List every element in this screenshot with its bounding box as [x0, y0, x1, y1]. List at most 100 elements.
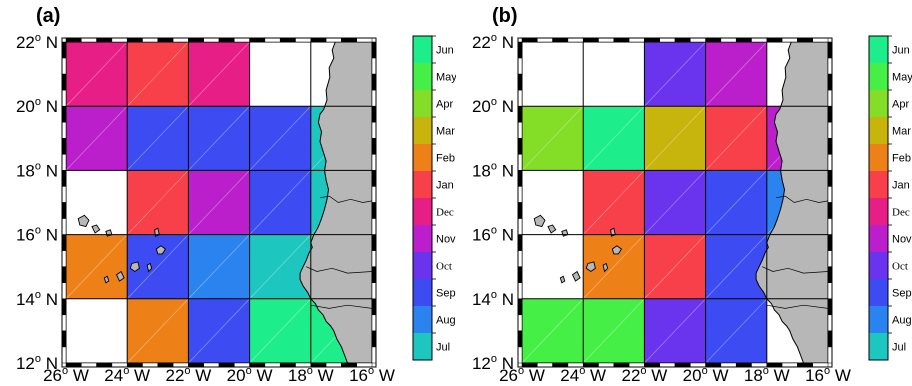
lat-tick-label: 12o N [472, 353, 514, 373]
frame-segment [812, 37, 829, 43]
colorbar-swatch-nov [413, 225, 432, 252]
colorbar-swatch-jun [413, 36, 432, 63]
frame-segment [371, 266, 377, 284]
frame-segment [517, 330, 523, 348]
country-border-0 [319, 195, 373, 203]
colorbar-label: Sep [436, 288, 456, 300]
cell-artifact-line [582, 234, 645, 300]
frame-segment [61, 330, 67, 348]
frame-segment [705, 37, 722, 43]
cell-artifact-line [188, 105, 250, 171]
country-border-0 [775, 195, 829, 203]
frame-segment [61, 41, 67, 59]
colorbar-swatch-aug [413, 306, 432, 333]
lat-tick-label: 18o N [16, 160, 58, 180]
frame-segment [517, 218, 523, 235]
frame-segment [61, 346, 67, 364]
lon-tick-label: 26o W [499, 365, 545, 385]
lat-tick-label: 14o N [16, 289, 58, 309]
cell-artifact-line [126, 41, 189, 107]
frame-segment [827, 346, 833, 364]
grid-cell-2-2 [644, 170, 706, 235]
colorbar-label: Aug [436, 315, 456, 327]
lon-tick-label: 20o W [227, 365, 273, 385]
frame-segment [827, 122, 833, 139]
cell-artifact-line [188, 41, 250, 107]
frame-segment [517, 154, 523, 171]
frame-segment [827, 170, 833, 187]
country-border-2 [310, 304, 373, 309]
cell-artifact-line [126, 105, 189, 171]
grid-cell-4-1 [127, 298, 189, 363]
frame-segment [517, 105, 523, 123]
frame-segment [517, 138, 523, 155]
frame-segment [517, 298, 523, 316]
frame-segment [371, 234, 377, 251]
colorbar-swatch-may [413, 63, 432, 90]
grid-cell-0-2 [188, 42, 250, 107]
frame-segment [827, 202, 833, 219]
cell-artifact-line [126, 298, 189, 364]
colorbar-label: Feb [892, 153, 911, 165]
frame-segment [325, 37, 342, 43]
frame-segment [61, 122, 67, 139]
cell-artifact-line [705, 234, 768, 300]
colorbar-label: Mar [436, 126, 455, 138]
cape-verde-island-1 [91, 224, 101, 234]
frame-segment [234, 37, 250, 43]
frame-segment [61, 314, 67, 332]
grid-cell-2-1 [127, 170, 189, 235]
map-a-svg: (a) 26o W 24o W 22o W 20o W 18o W 16o W 12o N 14… [16, 5, 456, 385]
cell-artifact-line [582, 105, 645, 171]
cell-artifact-line [644, 298, 706, 364]
frame-segment [96, 37, 113, 43]
lat-tick-label: 16o N [472, 225, 514, 245]
frame-segment [371, 186, 377, 203]
colorbar-label: Jun [436, 45, 454, 57]
frame-segment [517, 266, 523, 284]
frame-segment [61, 186, 67, 203]
frame-segment [827, 105, 833, 123]
frame-segment [61, 105, 67, 123]
frame-segment [371, 202, 377, 219]
grid-cell-0-1 [583, 42, 645, 107]
colorbar-swatch-apr [413, 90, 432, 117]
frame-segment [827, 314, 833, 332]
grid-cell-1-3 [705, 106, 767, 171]
frame-segment [827, 41, 833, 59]
colorbar-swatch-oct [869, 252, 888, 279]
frame-segment [674, 37, 691, 43]
frame-segment [61, 234, 67, 251]
lon-tick-label: 16o W [349, 365, 395, 385]
colorbar-swatch-mar [869, 117, 888, 144]
frame-segment [371, 170, 377, 187]
colorbar-swatch-apr [869, 90, 888, 117]
frame-segment [517, 41, 523, 59]
grid-cell-0-1 [127, 42, 189, 107]
colorbar-swatch-sep [413, 279, 432, 306]
colorbar-swatch-feb [413, 144, 432, 171]
cell-artifact-line [65, 234, 128, 300]
grid-cell-2-0 [522, 170, 584, 235]
cape-verde-island-1 [547, 224, 557, 234]
panel-label: (a) [36, 5, 60, 27]
frame-segment [341, 37, 357, 43]
frame-segment [537, 37, 553, 43]
grid-cell-0-3 [249, 42, 311, 107]
colorbar-label: Apr [892, 99, 909, 111]
grid-cell-1-0 [522, 106, 584, 171]
cell-artifact-line [644, 105, 706, 171]
lon-tick-label: 22o W [621, 365, 667, 385]
grid-cell-1-2 [188, 106, 250, 171]
colorbar-swatch-aug [869, 306, 888, 333]
colorbar-label: Jun [892, 45, 910, 57]
colorbar-swatch-may [869, 63, 888, 90]
frame-segment [598, 37, 615, 43]
colorbar-swatch-dec [869, 198, 888, 225]
panel-label: (b) [492, 5, 518, 27]
cell-artifact-line [249, 105, 312, 171]
grid-cell-0-0 [66, 42, 128, 107]
grid-cell-0-3 [705, 42, 767, 107]
cape-verde-island-6 [146, 262, 153, 273]
grid-cell-4-2 [188, 298, 250, 363]
